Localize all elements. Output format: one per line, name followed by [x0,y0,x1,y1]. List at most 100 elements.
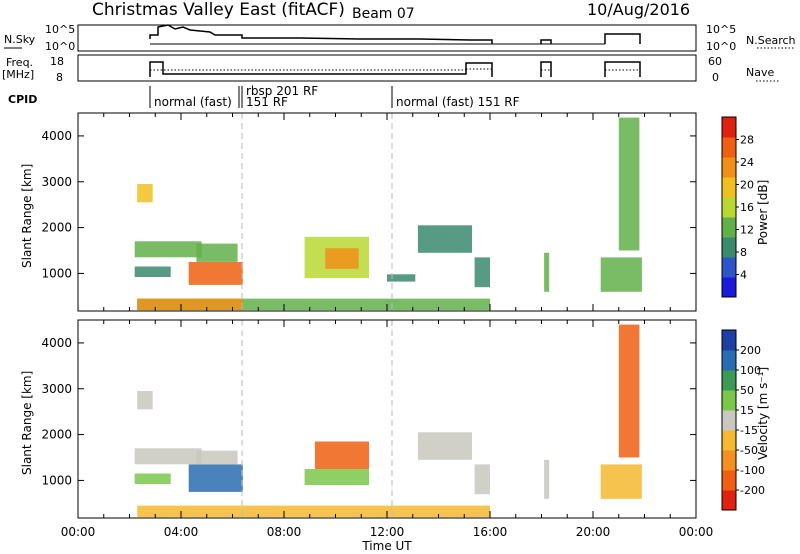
nsky-trace [149,24,641,44]
time-tick-label: 08:00 [267,525,302,539]
velocity-colorbar-segment [722,370,736,391]
freq-frame [77,54,697,82]
time-tick-label: 04:00 [164,525,199,539]
velocity-data-layer [134,324,642,518]
power-y-axis: 1000 2000 3000 4000 [41,129,696,280]
velocity-echo-region [134,473,171,484]
velocity-echo-region [600,464,642,499]
velocity-colorbar-tick-label: -200 [740,484,765,497]
power-colorbar-tick-label: 28 [740,134,754,147]
nsky-panel: N.Sky 10^5 10^0 10^5 10^0 N.Search [4,23,796,53]
power-echo-region [137,184,153,203]
power-x-ticks [77,113,697,311]
power-echo-region [544,252,550,292]
beam-label: Beam 07 [352,6,415,22]
power-colorbar-tick-label: 12 [740,224,754,237]
power-colorbar-segment [722,157,736,178]
freq-right-tick-high: 60 [708,55,722,68]
nave-trace [150,68,640,71]
freq-tick-high: 18 [50,55,64,68]
power-echo-region [137,298,490,311]
power-colorbar-tick-label: 8 [740,246,747,259]
power-echo-region [134,241,202,258]
nsky-right-tick-high: 10^5 [706,23,736,36]
velocity-ytick-label: 1000 [41,473,72,487]
velocity-colorbar-tick-label: 200 [740,344,761,357]
velocity-echo-region [196,450,238,465]
velocity-x-ticks: 00:00 04:00 08:00 12:00 16:00 20:00 00:00 [61,320,713,539]
power-echo-region [134,266,171,277]
nsky-label: N.Sky [4,33,36,46]
power-echo-region [618,117,640,251]
velocity-echo-region [544,459,550,499]
freq-tick-low: 8 [56,71,63,84]
power-echo-region [387,274,416,282]
power-colorbar-segment [722,177,736,198]
power-echo-region [325,248,359,269]
power-colorbar-segment [722,257,736,278]
freq-right-tick-low: 0 [712,71,719,84]
velocity-colorbar-segment [722,490,736,511]
cpid-segment-1: normal (fast) [154,95,232,109]
velocity-echo-region [137,505,490,518]
power-echo-region [417,225,472,253]
power-ytick-label: 4000 [41,129,72,143]
velocity-colorbar-tick-label: -15 [740,424,758,437]
power-colorbar-label: Power [dB] [756,180,770,245]
power-colorbar-segment [722,277,736,298]
power-colorbar-tick-label: 4 [740,269,747,282]
date-label: 10/Aug/2016 [587,0,690,19]
cpid-segment-2: rbsp 201 RF [246,84,318,98]
time-tick-label: 16:00 [473,525,508,539]
velocity-colorbar-tick-label: 15 [740,404,754,417]
velocity-echo-region [417,432,472,460]
velocity-colorbar-segment [722,350,736,371]
velocity-colorbar-label: Velocity [m s⁻¹] [756,367,770,460]
velocity-echo-region [314,441,369,469]
freq-label-line2: [MHz] [2,68,34,81]
power-echo-region [188,262,243,285]
power-colorbar: 4 8 12 16 20 24 28 Power [dB] [721,116,770,298]
velocity-echo-region [304,469,369,485]
velocity-echo-region [137,391,153,410]
velocity-colorbar-segment [722,410,736,431]
velocity-echo-region [474,464,490,495]
velocity-colorbar-tick-label: 50 [740,384,754,397]
time-tick-label: 12:00 [370,525,405,539]
velocity-ytick-label: 3000 [41,382,72,396]
power-colorbar-tick-label: 16 [740,201,754,214]
velocity-ylabel: Slant Range [km] [20,371,34,475]
freq-panel: Freq. [MHz] 18 8 60 0 Nave [2,54,780,84]
cpid-segment-3: 151 RF [246,95,288,109]
nsky-frame [77,24,697,52]
time-axis-label: Time UT [361,539,412,553]
power-ytick-label: 2000 [41,221,72,235]
velocity-colorbar-frame [721,329,737,511]
nave-label: Nave [746,66,774,79]
freq-label-line1: Freq. [6,56,33,69]
power-echo-region [600,257,642,292]
power-colorbar-segment [722,197,736,218]
velocity-colorbar-tick-label: -100 [740,464,765,477]
power-colorbar-segment [722,117,736,138]
velocity-panel: 1000 2000 3000 4000 00:00 04:00 08:00 12:00 16:… [20,319,770,553]
cpid-label: CPID [8,93,37,106]
velocity-colorbar-tick-label: -50 [740,444,758,457]
velocity-colorbar-segment [722,470,736,491]
power-colorbar-tick-label: 24 [740,156,754,169]
velocity-colorbar: -200 -100 -50 -15 15 50 100 200 Velocity [m s⁻¹] [721,329,770,511]
velocity-colorbar-segment [722,330,736,351]
velocity-ytick-label: 2000 [41,428,72,442]
power-colorbar-segment [722,237,736,258]
cpid-row: CPID normal (fast) rbsp 201 RF 151 RF no… [8,84,520,109]
velocity-y-axis: 1000 2000 3000 4000 [41,336,696,487]
power-ylabel: Slant Range [km] [20,164,34,268]
time-tick-label: 20:00 [576,525,611,539]
velocity-colorbar-segment [722,450,736,471]
velocity-echo-region [188,464,243,492]
nsky-right-tick-low: 10^0 [706,40,736,53]
power-echo-region [196,243,238,262]
power-colorbar-segment [722,137,736,158]
velocity-colorbar-tick-label: 100 [740,364,761,377]
